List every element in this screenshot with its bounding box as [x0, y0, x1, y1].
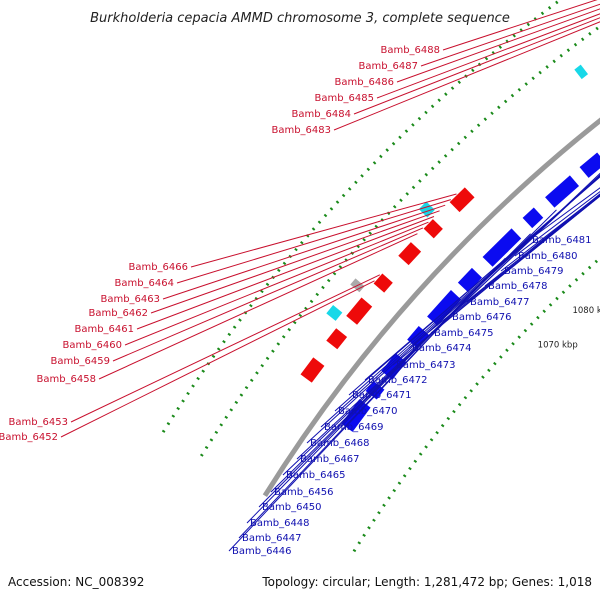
- reverse-gene-3: [373, 273, 393, 293]
- callout-line: [246, 257, 506, 524]
- tracks: [161, 0, 600, 553]
- outer-dotted-track-0: [161, 0, 563, 433]
- gene-label: Bamb_6459: [50, 356, 110, 367]
- reverse-gene-0: [300, 357, 325, 383]
- gene-label: Bamb_6472: [368, 375, 428, 386]
- gene-label: Bamb_6481: [532, 235, 592, 246]
- gene-label: Bamb_6458: [36, 374, 96, 385]
- callout-line: [136, 216, 435, 330]
- backbone: [262, 117, 600, 498]
- callout-line: [353, 17, 600, 115]
- gene-label: Bamb_6460: [62, 340, 122, 351]
- callout-line: [98, 233, 418, 380]
- gene-label: Bamb_6463: [100, 294, 160, 305]
- gene-label: Bamb_6467: [300, 454, 360, 465]
- gene-label: Bamb_6450: [262, 502, 322, 513]
- gene-label: Bamb_6470: [338, 406, 398, 417]
- callout-line: [348, 175, 600, 396]
- callout-line: [420, 3, 600, 67]
- callout-line: [333, 21, 600, 131]
- gene-label: Bamb_6483: [271, 125, 331, 136]
- gene-label: Bamb_6480: [518, 251, 578, 262]
- gene-label: Bamb_6479: [504, 266, 564, 277]
- scale-label: 1080 kbp: [572, 306, 600, 316]
- gene-label: Bamb_6474: [412, 343, 472, 354]
- gene-label: Bamb_6485: [314, 93, 374, 104]
- gene-label: Bamb_6468: [310, 438, 370, 449]
- reverse-gene-5: [423, 219, 443, 239]
- gene-label: Bamb_6478: [488, 281, 548, 292]
- gene-label: Bamb_6461: [74, 324, 134, 335]
- callout-line: [162, 204, 446, 300]
- gene-label: Bamb_6475: [434, 328, 494, 339]
- gene-label: Bamb_6448: [250, 518, 310, 529]
- summary-text: Topology: circular; Length: 1,281,472 bp…: [261, 575, 592, 589]
- reverse-gene-4: [398, 242, 422, 266]
- misc-gene-3: [574, 64, 589, 80]
- forward-gene-8: [545, 175, 580, 208]
- gene-label: Bamb_6452: [0, 432, 58, 443]
- forward-gene-6: [482, 228, 522, 267]
- gene-label: Bamb_6487: [358, 61, 418, 72]
- gene-label: Bamb_6447: [242, 533, 302, 544]
- callout-line: [70, 274, 381, 423]
- callout-line: [228, 272, 492, 552]
- callout-line: [112, 227, 424, 362]
- scale-labels: 1170 kbp1160 kbp1150 kbp1140 kbp1130 kbp…: [538, 306, 600, 351]
- forward-gene-7: [522, 207, 544, 229]
- callout-line: [408, 193, 600, 349]
- callout-line: [528, 187, 600, 241]
- gene-label: Bamb_6486: [334, 77, 394, 88]
- forward-gene-5: [457, 267, 482, 293]
- callout-line: [448, 195, 600, 318]
- callout-line: [392, 194, 600, 366]
- gene-label: Bamb_6477: [470, 297, 530, 308]
- callout-line: [176, 199, 451, 284]
- gene-label: Bamb_6471: [352, 390, 412, 401]
- gene-label: Bamb_6456: [274, 487, 334, 498]
- gene-label: Bamb_6484: [291, 109, 351, 120]
- gene-callouts: Bamb_6488 Bamb_6487 Bamb_6486 Bamb_6485 Bamb…: [0, 0, 600, 557]
- gene-label: Bamb_6469: [324, 422, 384, 433]
- callout-line: [190, 193, 457, 268]
- gene-label: Bamb_6464: [114, 278, 174, 289]
- callout-line: [376, 13, 600, 99]
- gene-label: Bamb_6462: [88, 308, 148, 319]
- gene-label: Bamb_6488: [380, 45, 440, 56]
- gene-label: Bamb_6453: [8, 417, 68, 428]
- gene-label: Bamb_6476: [452, 312, 512, 323]
- gene-label: Bamb_6446: [232, 546, 292, 557]
- callout-line: [442, 0, 598, 51]
- callout-line: [500, 193, 600, 272]
- forward-gene-4: [427, 290, 462, 326]
- reverse-gene-6: [449, 187, 475, 213]
- forward-gene-2: [381, 353, 407, 380]
- misc-gene-0: [326, 305, 343, 321]
- forward-gene-9: [579, 152, 600, 178]
- callout-line: [514, 191, 600, 257]
- map-title: Burkholderia cepacia AMMD chromosome 3, …: [90, 11, 510, 26]
- callout-line: [150, 210, 440, 314]
- gene-label: Bamb_6465: [286, 470, 346, 481]
- gene-label: Bamb_6473: [396, 360, 456, 371]
- accession-text: Accession: NC_008392: [8, 575, 144, 589]
- reverse-gene-1: [326, 328, 348, 350]
- scale-label: 1070 kbp: [538, 340, 578, 350]
- gene-features: [300, 64, 600, 432]
- callout-line: [60, 280, 375, 438]
- reverse-gene-2: [346, 297, 373, 325]
- callout-line: [124, 221, 429, 346]
- gene-label: Bamb_6466: [128, 262, 188, 273]
- callout-line: [396, 8, 600, 83]
